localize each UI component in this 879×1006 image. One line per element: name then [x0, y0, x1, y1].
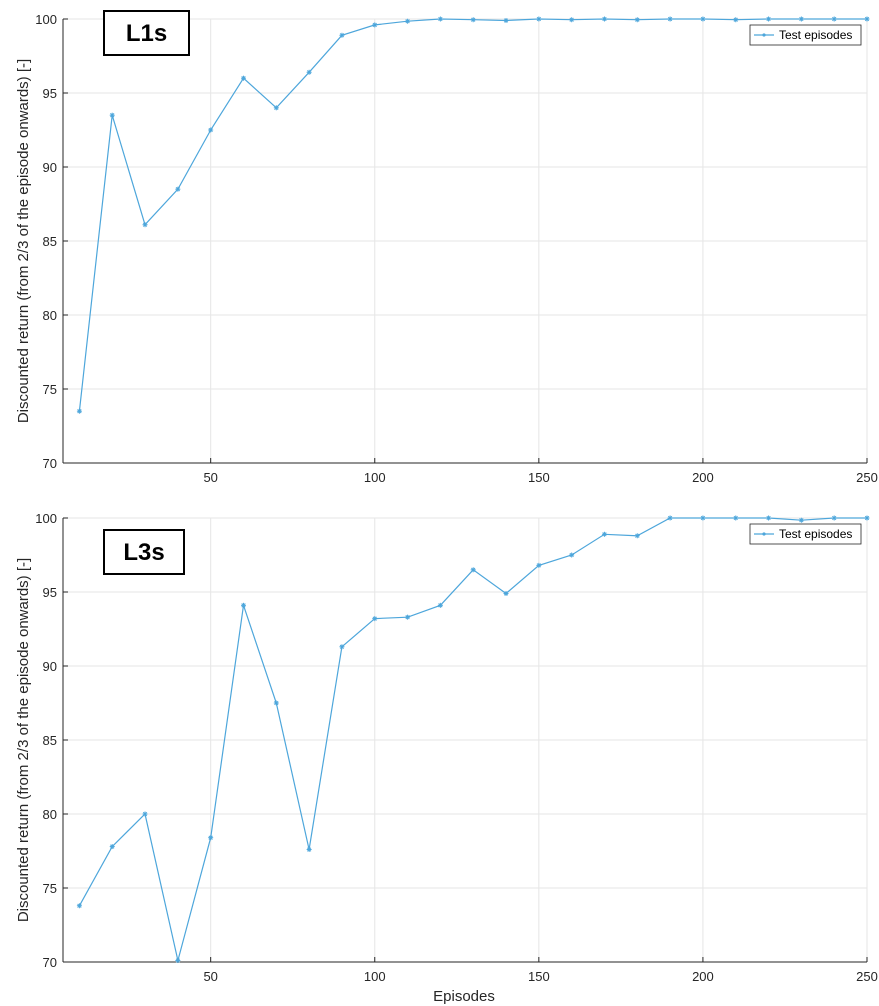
data-point — [700, 516, 705, 521]
x-axis-label: Episodes — [433, 988, 495, 1005]
x-tick-label: 200 — [692, 470, 714, 485]
data-point — [208, 128, 213, 133]
y-tick-label: 85 — [43, 733, 57, 748]
data-point — [372, 616, 377, 621]
x-tick-label: 100 — [364, 470, 386, 485]
data-point — [733, 17, 738, 22]
y-axis-label: Discounted return (from 2/3 of the episo… — [15, 558, 32, 922]
data-point — [504, 591, 509, 596]
data-point — [307, 847, 312, 852]
y-tick-label: 75 — [43, 881, 57, 896]
x-tick-label: 150 — [528, 969, 550, 984]
data-point — [536, 17, 541, 22]
data-point — [143, 812, 148, 817]
data-point — [208, 835, 213, 840]
legend: Test episodes — [750, 524, 861, 544]
x-tick-label: 200 — [692, 969, 714, 984]
data-point — [865, 516, 870, 521]
data-point — [77, 903, 82, 908]
y-tick-label: 80 — [43, 308, 57, 323]
panel-tag-label: L3s — [123, 539, 164, 566]
data-point — [799, 518, 804, 523]
legend-label: Test episodes — [779, 527, 852, 541]
data-point — [339, 33, 344, 38]
data-point — [832, 17, 837, 22]
data-point — [405, 615, 410, 620]
data-point — [143, 222, 148, 227]
data-point — [110, 113, 115, 118]
legend-marker-sample — [762, 532, 765, 535]
legend-label: Test episodes — [779, 28, 852, 42]
data-point — [766, 17, 771, 22]
x-tick-label: 100 — [364, 969, 386, 984]
data-point — [274, 105, 279, 110]
data-point — [175, 958, 180, 963]
y-tick-label: 95 — [43, 86, 57, 101]
data-point — [569, 17, 574, 22]
data-point — [733, 516, 738, 521]
y-tick-label: 70 — [43, 456, 57, 471]
data-point — [635, 17, 640, 22]
data-point — [668, 516, 673, 521]
x-tick-label: 50 — [203, 470, 217, 485]
data-point — [471, 17, 476, 22]
data-point — [471, 567, 476, 572]
data-point — [307, 70, 312, 75]
y-tick-label: 100 — [35, 511, 57, 526]
panel-tag-label: L1s — [126, 20, 167, 47]
data-point — [110, 844, 115, 849]
data-point — [241, 603, 246, 608]
y-axis-label: Discounted return (from 2/3 of the episo… — [15, 59, 32, 423]
data-point — [504, 18, 509, 23]
data-point — [799, 17, 804, 22]
data-point — [832, 516, 837, 521]
data-point — [536, 563, 541, 568]
data-point — [372, 22, 377, 27]
chart-panel-l3s: 50 100 150 200 250 70 75 80 85 90 95 100 Discounted … — [15, 511, 878, 984]
panel-tag: L1s — [104, 11, 189, 55]
data-point — [602, 17, 607, 22]
data-point — [339, 644, 344, 649]
x-tick-label: 250 — [856, 969, 878, 984]
y-tick-label: 90 — [43, 659, 57, 674]
data-point — [602, 532, 607, 537]
x-tick-label: 250 — [856, 470, 878, 485]
data-point — [77, 409, 82, 414]
data-point — [635, 533, 640, 538]
y-tick-label: 100 — [35, 12, 57, 27]
data-point — [175, 187, 180, 192]
data-point — [700, 17, 705, 22]
data-point — [569, 553, 574, 558]
y-tick-label: 90 — [43, 160, 57, 175]
legend-marker-sample — [762, 33, 765, 36]
y-tick-label: 85 — [43, 234, 57, 249]
y-tick-label: 70 — [43, 955, 57, 970]
data-point — [865, 17, 870, 22]
data-point — [241, 76, 246, 81]
y-tick-label: 80 — [43, 807, 57, 822]
data-point — [274, 701, 279, 706]
panel-tag: L3s — [104, 530, 184, 574]
x-tick-label: 150 — [528, 470, 550, 485]
data-point — [438, 603, 443, 608]
y-tick-label: 95 — [43, 585, 57, 600]
data-point — [405, 19, 410, 24]
chart-panel-l1s: 50 100 150 200 250 70 75 80 85 90 95 100 Discounted … — [15, 11, 878, 485]
data-point — [766, 516, 771, 521]
y-tick-label: 75 — [43, 382, 57, 397]
data-point — [668, 17, 673, 22]
data-point — [438, 17, 443, 22]
x-tick-label: 50 — [203, 969, 217, 984]
legend: Test episodes — [750, 25, 861, 45]
